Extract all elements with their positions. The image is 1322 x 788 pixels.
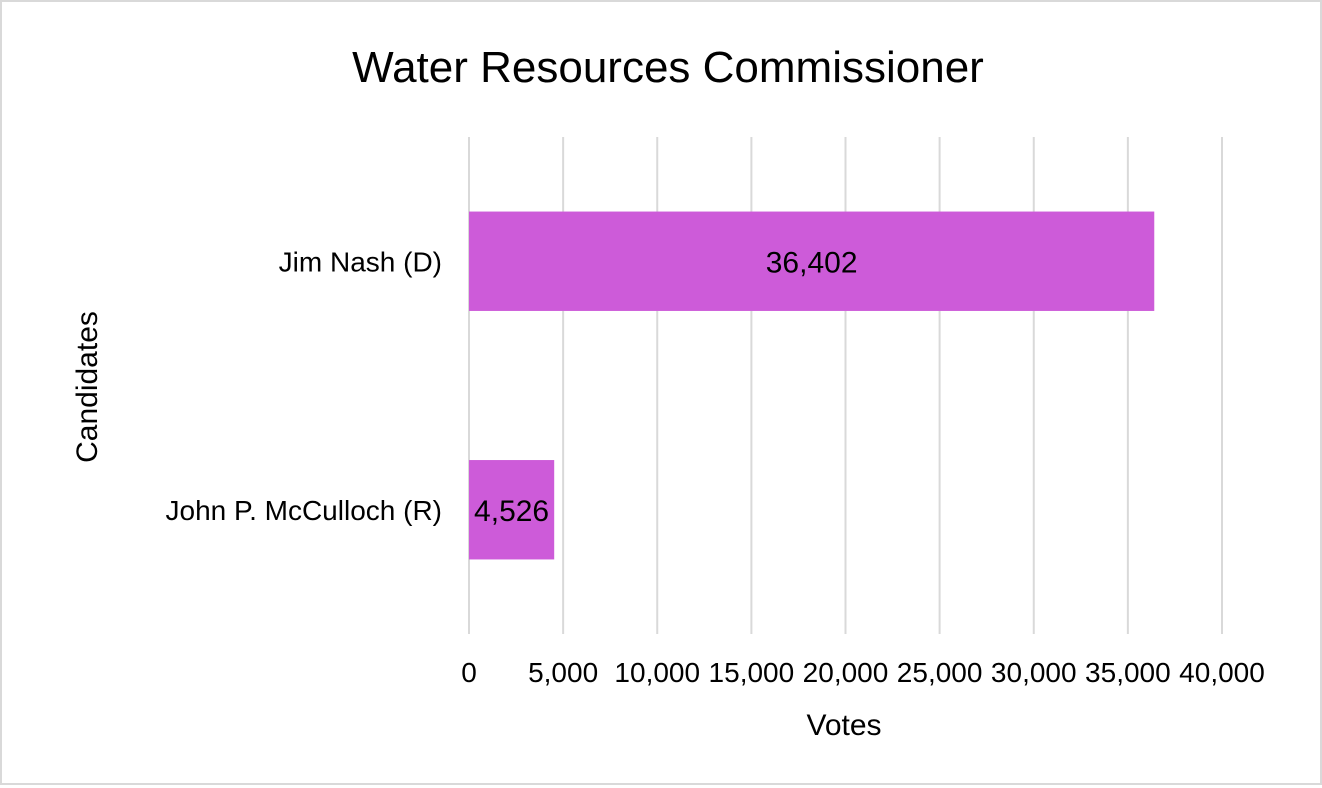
x-tick-label-8: 40,000 bbox=[1179, 657, 1265, 688]
bar-0 bbox=[469, 211, 1155, 311]
x-tick-label-1: 5,000 bbox=[528, 657, 598, 688]
y-axis-title: Candidates bbox=[71, 311, 104, 463]
x-axis-title: Votes bbox=[806, 709, 881, 742]
x-tick-label-0: 0 bbox=[461, 657, 477, 688]
x-tick-label-2: 10,000 bbox=[614, 657, 700, 688]
data-label-0: 36,402 bbox=[766, 246, 858, 279]
bar-1 bbox=[469, 460, 555, 560]
data-labels: 36,402 4,526 bbox=[474, 246, 857, 528]
chart-title: Water Resources Commissioner bbox=[352, 43, 984, 92]
x-tick-label-4: 20,000 bbox=[803, 657, 889, 688]
x-tick-label-6: 30,000 bbox=[991, 657, 1077, 688]
x-tick-label-3: 15,000 bbox=[709, 657, 795, 688]
category-label-0: Jim Nash (D) bbox=[279, 246, 442, 277]
category-labels: Jim Nash (D) John P. McCulloch (R) bbox=[166, 246, 442, 526]
x-tick-label-7: 35,000 bbox=[1085, 657, 1171, 688]
x-tick-label-5: 25,000 bbox=[897, 657, 983, 688]
data-label-1: 4,526 bbox=[474, 495, 549, 528]
x-tick-labels: 0 5,000 10,000 15,000 20,000 25,000 30,000 35,0… bbox=[461, 657, 1265, 688]
bars bbox=[469, 211, 1155, 560]
category-label-1: John P. McCulloch (R) bbox=[166, 495, 442, 526]
